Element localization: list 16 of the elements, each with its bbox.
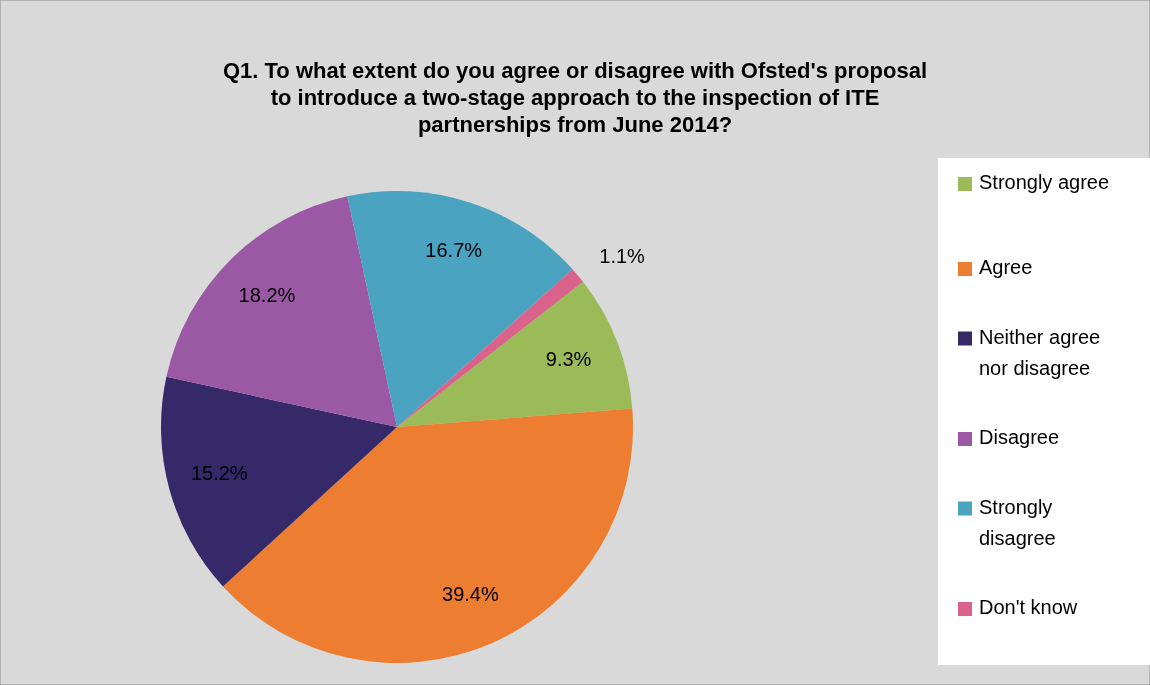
legend-label: Don't know (979, 596, 1078, 619)
chart-title: Q1. To what extent do you agree or disagree with Ofsted's proposal to introduce a two-stage approach to the inspection of ITE partnerships from June 2014? (222, 58, 928, 137)
data-label: 15.2% (190, 462, 248, 485)
data-label: 18.2% (238, 283, 296, 306)
pie-slice (166, 196, 397, 427)
pie-slice (397, 281, 633, 427)
legend-label: Strongly agree (979, 171, 1110, 194)
data-label: 16.7% (425, 239, 483, 262)
legend-label: Disagree (979, 426, 1060, 449)
legend-label: Agree (979, 256, 1033, 279)
pie-slice (161, 376, 397, 587)
data-label: 39.4% (442, 583, 499, 606)
legend-label: Strongly disagree (979, 495, 1056, 549)
data-label: 1.1% (599, 244, 646, 267)
data-label: 9.3% (545, 347, 592, 370)
legend-label: Neither agree nor disagree (979, 325, 1101, 379)
